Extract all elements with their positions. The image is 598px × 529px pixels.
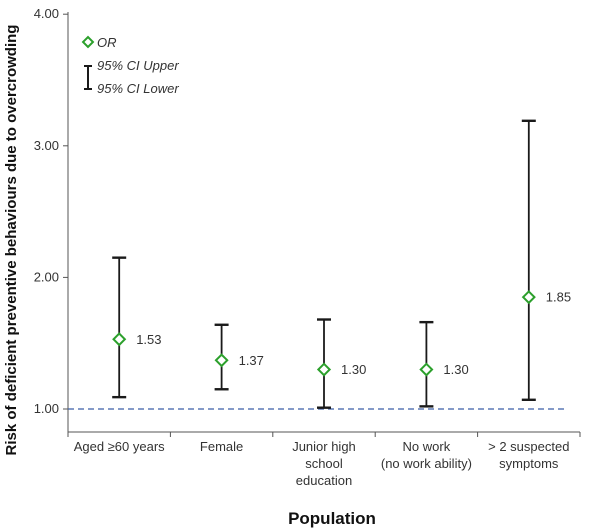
y-tick-label: 4.00 bbox=[34, 6, 59, 21]
x-category-label-line: symptoms bbox=[499, 456, 559, 471]
legend-ci-upper-label: 95% CI Upper bbox=[97, 58, 179, 73]
x-category-label-line: (no work ability) bbox=[381, 456, 472, 471]
x-category-label: Female bbox=[200, 439, 243, 454]
or-data-label: 1.30 bbox=[443, 362, 468, 377]
legend-or-marker bbox=[81, 35, 95, 49]
legend-or-label: OR bbox=[97, 35, 117, 50]
axes bbox=[67, 12, 581, 437]
x-category-label-line: school bbox=[305, 456, 343, 471]
x-category-label: > 2 suspected symptoms bbox=[488, 439, 569, 471]
or-point bbox=[521, 290, 536, 305]
legend-ci-lower-label: 95% CI Lower bbox=[97, 81, 179, 96]
or-point bbox=[316, 362, 332, 377]
x-category-label-line: Aged ≥60 years bbox=[74, 439, 165, 454]
x-category-label-line: Junior high bbox=[292, 439, 356, 454]
or-data-label: 1.30 bbox=[341, 362, 366, 377]
error-bar bbox=[521, 119, 536, 401]
x-axis-title: Population bbox=[288, 509, 376, 528]
y-axis-title: Risk of deficient preventive behaviours … bbox=[3, 25, 20, 456]
y-tick-label: 2.00 bbox=[34, 269, 59, 284]
x-category-label-line: Female bbox=[200, 439, 243, 454]
or-data-label: 1.53 bbox=[136, 332, 161, 347]
error-bar bbox=[112, 256, 127, 399]
or-point bbox=[419, 362, 434, 377]
category-labels: Aged ≥60 years Female Junior high school edu… bbox=[74, 439, 570, 488]
or-data-label: 1.85 bbox=[546, 290, 571, 305]
legend: OR 95% CI Upper 95% CI Lower bbox=[81, 35, 179, 96]
x-category-label-line: education bbox=[296, 473, 352, 488]
y-tick-label: 3.00 bbox=[34, 138, 59, 153]
y-tick-label: 1.00 bbox=[34, 401, 59, 416]
or-point bbox=[214, 353, 229, 368]
or-data-label: 1.37 bbox=[239, 353, 264, 368]
x-category-label: Aged ≥60 years bbox=[74, 439, 165, 454]
legend-ci-marker bbox=[84, 65, 92, 90]
data-marks: 1.53 1.37 1.30 1.30 1.85 bbox=[112, 119, 571, 409]
x-category-label: Junior high school education bbox=[292, 439, 356, 488]
x-category-label-line: No work bbox=[403, 439, 451, 454]
x-category-label-line: > 2 suspected bbox=[488, 439, 569, 454]
x-category-label: No work (no work ability) bbox=[381, 439, 472, 471]
or-point bbox=[112, 332, 127, 347]
y-ticks: 1.00 2.00 3.00 4.00 bbox=[34, 6, 68, 416]
